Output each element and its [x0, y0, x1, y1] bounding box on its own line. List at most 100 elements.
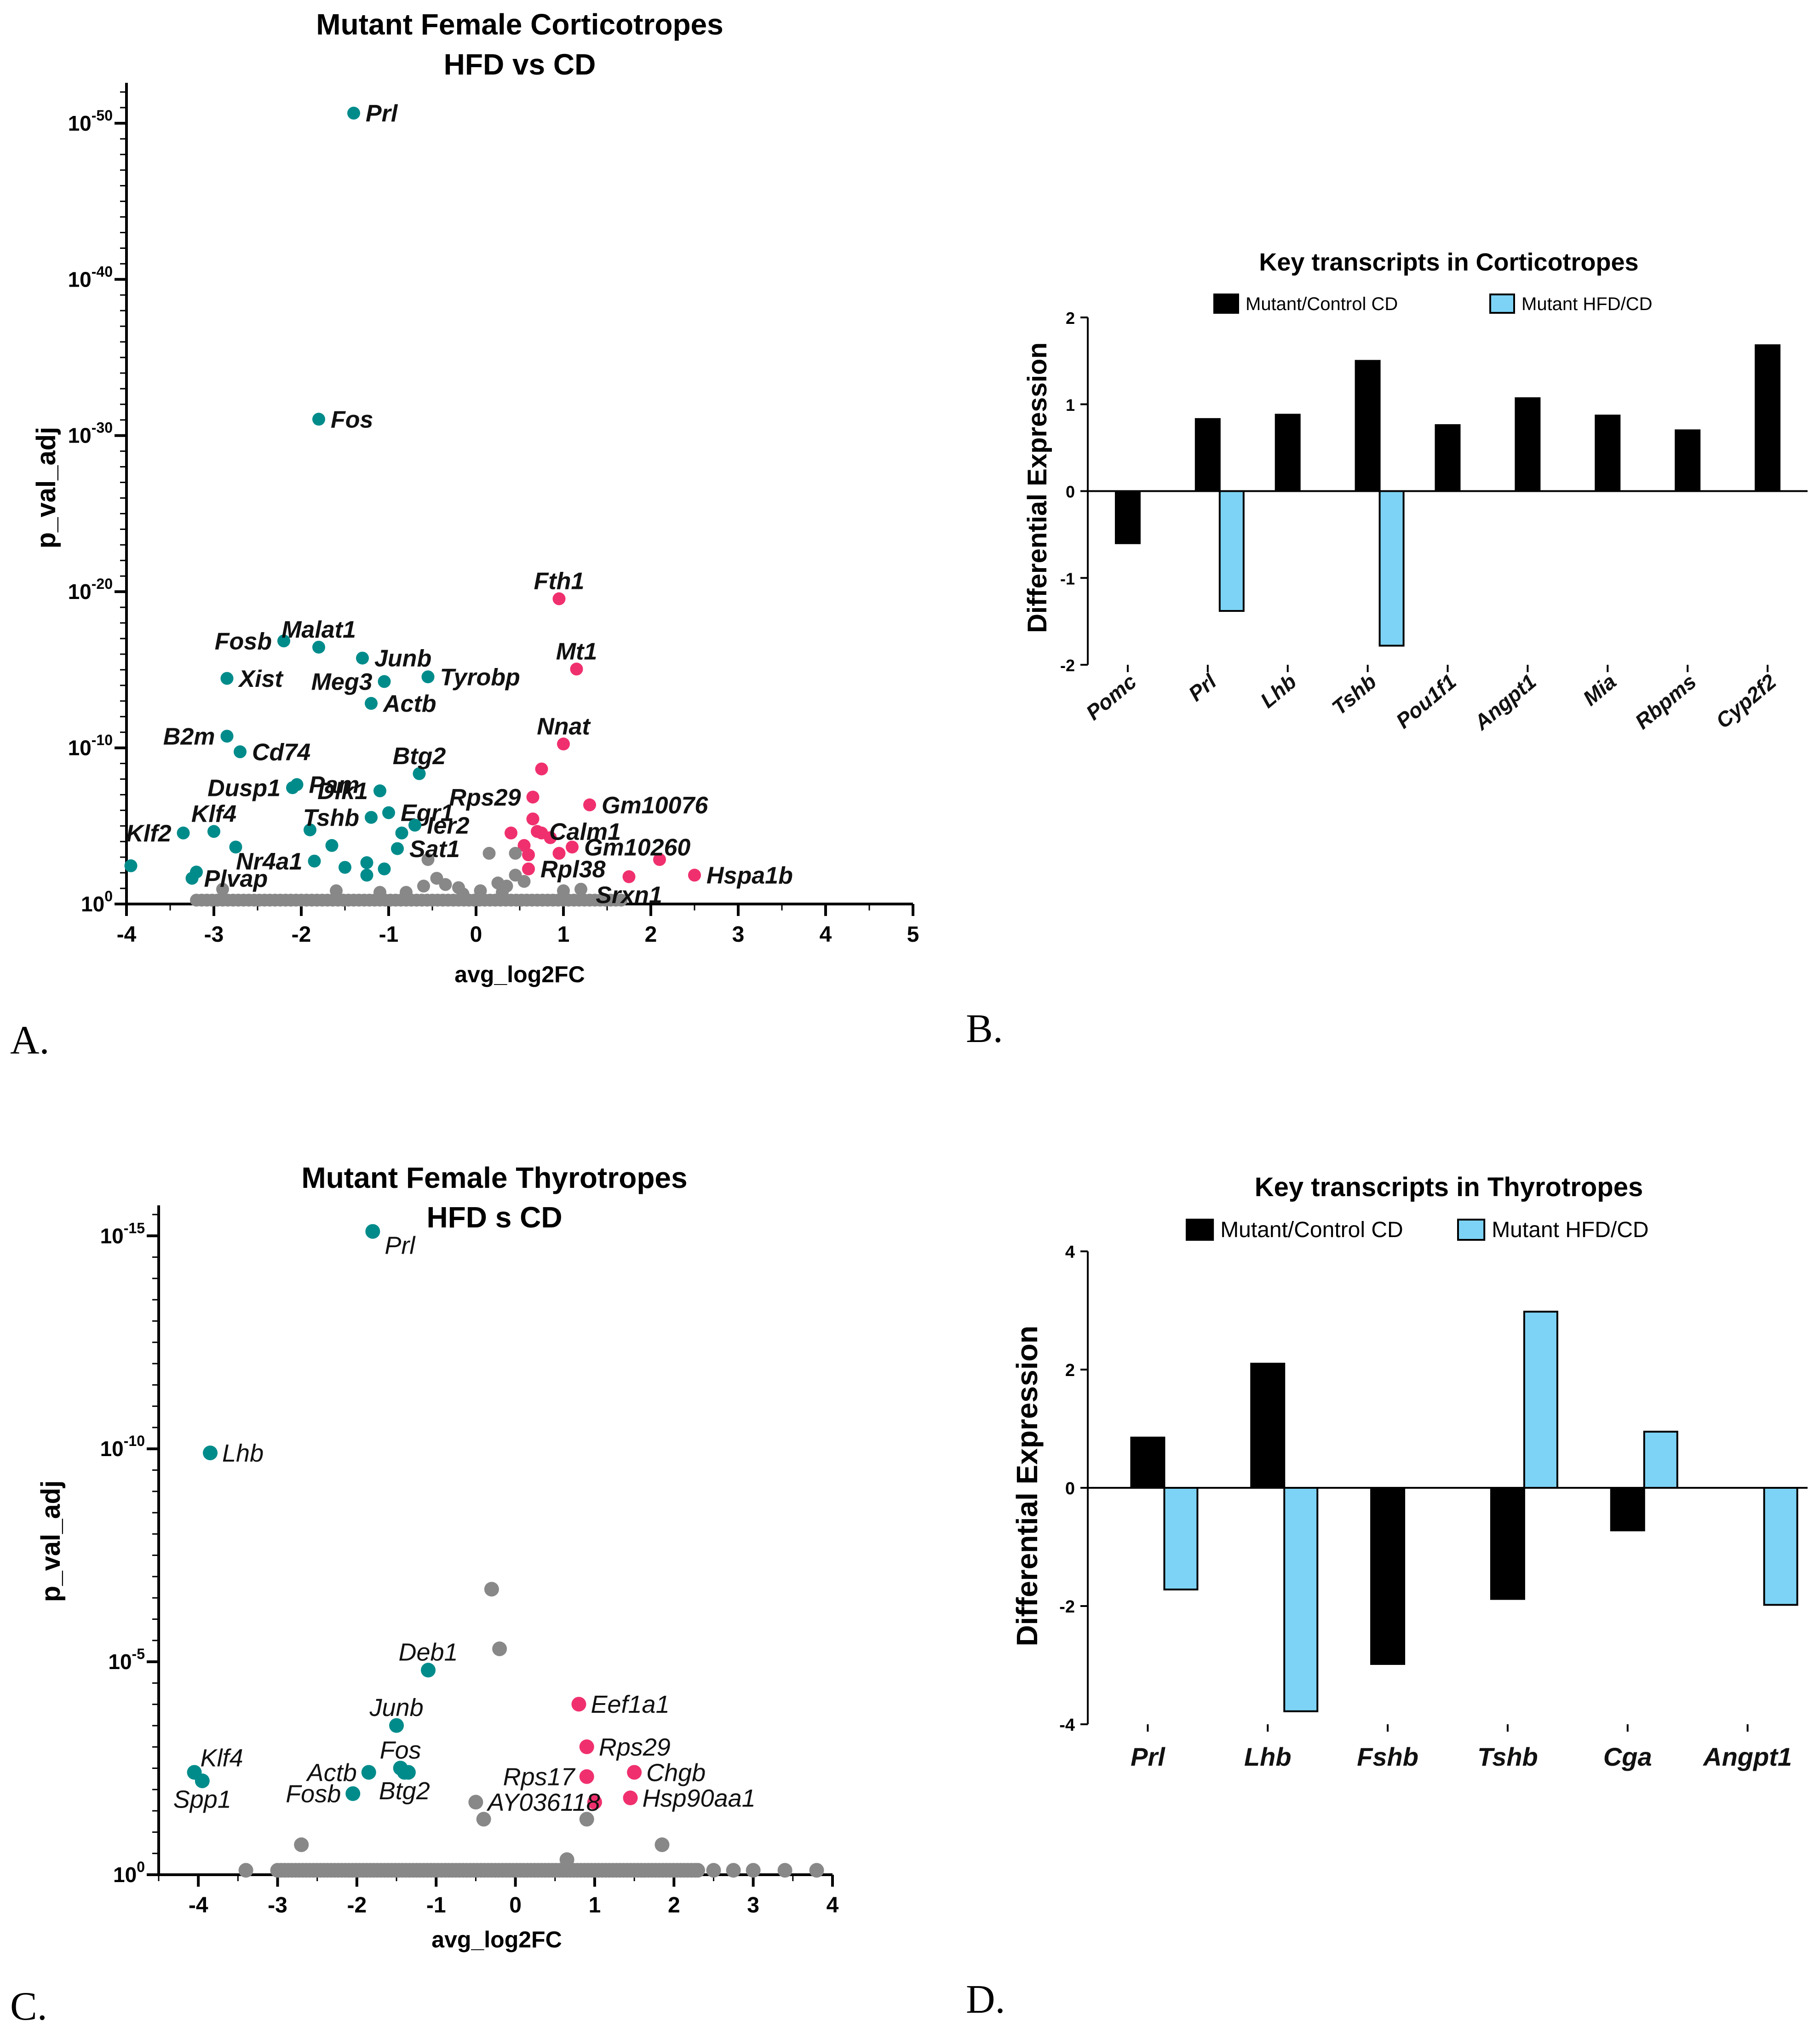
panel-b-bar-tshb-hfd: [1378, 490, 1405, 647]
panel-a-gene-label: Xist: [238, 666, 284, 692]
panel-a-point-srxn1: [622, 870, 636, 883]
panel-a-point: [378, 862, 391, 875]
panel-c-point: [706, 1863, 721, 1878]
panel-a-gene-label: Prl: [366, 100, 398, 127]
panel-a-point: [360, 869, 373, 882]
panel-d-bar-lhb-control: [1250, 1363, 1286, 1489]
panel-c-y-tick-label: 100: [113, 1859, 145, 1887]
panel-a-point-nr4a1: [308, 854, 321, 868]
panel-a-y-tick-label: 10-40: [68, 263, 113, 291]
panel-a-point: [526, 812, 540, 826]
panel-d-legend-label: Mutant/Control CD: [1220, 1218, 1403, 1242]
panel-a-point-egr1: [382, 806, 395, 819]
panel-c-point: [746, 1863, 761, 1878]
panel-a-gene-label: Nr4a1: [236, 848, 303, 875]
panel-a-point: [522, 848, 535, 862]
panel-a-point-rpl38: [522, 862, 535, 875]
panel-a-gene-label: B2m: [163, 723, 215, 750]
panel-b-legend-swatch: [1489, 294, 1515, 314]
panel-a-point-gm10076: [583, 798, 596, 812]
panel-b-y-tick-label: 1: [1066, 396, 1075, 415]
panel-a-gene-label: Plvap: [204, 865, 268, 892]
panel-a-gene-label: Klf2: [126, 820, 171, 847]
panel-a-point-meg3: [378, 675, 391, 688]
panel-b-bar-pomc-control: [1114, 490, 1141, 544]
panel-a-x-tick-label: -4: [117, 922, 137, 947]
panel-c-point-lhb: [203, 1445, 218, 1461]
panel-d-bar-angpt1-hfd: [1763, 1487, 1798, 1606]
panel-a-point-tshb: [365, 811, 378, 824]
panel-a-gene-label: Gm10076: [602, 792, 708, 819]
panel-c-point-actb: [361, 1765, 376, 1780]
panel-d-y-tick-label: 2: [1065, 1361, 1075, 1380]
panel-c-point-fosb: [345, 1786, 361, 1801]
panel-d-legend-label: Mutant HFD/CD: [1492, 1218, 1648, 1242]
panel-c-point-btg2: [397, 1765, 412, 1780]
panel-d-category-label: Prl: [1131, 1742, 1165, 1771]
panel-a-point-malat1: [312, 640, 325, 654]
panel-c-y-tick-label: 10-15: [100, 1220, 145, 1248]
panel-c-gene-label: Actb: [306, 1759, 357, 1786]
panel-a-point: [509, 847, 522, 860]
panel-c-point-prl: [365, 1224, 380, 1239]
panel-a-point: [544, 831, 557, 844]
panel-a-point-cd74: [234, 745, 247, 759]
panel-a-gene-label: Rps29: [449, 784, 521, 811]
panel-d-title: Key transcripts in Thyrotropes: [1255, 1172, 1643, 1202]
panel-a-point-fosb: [277, 634, 290, 648]
panel-d-bar-cga-hfd: [1643, 1430, 1678, 1489]
panel-a-point-calm1: [531, 825, 544, 838]
panel-a-point-ier2: [408, 818, 421, 832]
panel-c-gene-label: Spp1: [173, 1785, 231, 1813]
panel-a-y-tick-label: 10-50: [68, 107, 113, 135]
panel-c-point-rps17: [579, 1769, 594, 1784]
panel-a-gene-label: Ier2: [427, 812, 470, 839]
panel-a-point-sat1: [391, 842, 404, 855]
panel-a-point: [417, 880, 430, 893]
panel-c-gene-label: Btg2: [379, 1777, 430, 1805]
panel-a-point: [557, 884, 570, 898]
panel-c-point-hsp90aa1: [623, 1791, 638, 1806]
panel-a-gene-label: Klf4: [191, 800, 236, 827]
panel-a-point-rps29: [526, 790, 540, 804]
panel-c-point: [294, 1837, 309, 1852]
panel-a-subtitle: HFD vs CD: [444, 48, 596, 81]
panel-c-x-tick-label: 4: [827, 1893, 839, 1918]
panel-a-point-actb: [365, 697, 378, 710]
panel-c-point: [484, 1582, 499, 1597]
panel-a-point: [360, 856, 373, 870]
panel-a-point-gm10260: [566, 841, 579, 854]
panel-a-point-hspa1b: [688, 869, 701, 882]
panel-c-point: [690, 1863, 705, 1878]
panel-d-letter: D.: [966, 1977, 1005, 2022]
panel-d-y-tick-label: -2: [1059, 1597, 1075, 1617]
panel-a-point-junb: [356, 651, 369, 665]
panel-a-gene-label: Dusp1: [207, 775, 281, 801]
panel-c-point-ay036118: [468, 1795, 483, 1810]
panel-a-x-tick-label: 2: [645, 922, 657, 947]
panel-c-y-tick-label: 10-10: [100, 1433, 145, 1461]
panel-c-y-tick-label: 10-5: [108, 1646, 145, 1674]
panel-c-ylabel: p_val_adj: [36, 1480, 66, 1602]
panel-a-gene-label: Nnat: [537, 713, 591, 740]
panel-b-legend-label: Mutant HFD/CD: [1521, 294, 1653, 314]
panel-b-bar-pou1f1-control: [1435, 424, 1461, 492]
panel-a-x-tick-label: 3: [732, 922, 745, 947]
panel-a-gene-label: Tyrobp: [440, 664, 520, 691]
panel-a-point-mt1: [570, 662, 583, 676]
panel-a-point-fos: [312, 413, 325, 426]
panel-c-subtitle: HFD s CD: [426, 1201, 562, 1234]
panel-a-point: [505, 826, 517, 840]
panel-b-bar-prl-hfd: [1218, 490, 1245, 612]
panel-c-gene-label: Klf4: [201, 1744, 243, 1772]
panel-a-gene-label: Malat1: [281, 616, 356, 643]
panel-a-point-xist: [220, 672, 234, 685]
panel-a-y-tick-label: 10-30: [68, 420, 113, 448]
panel-b-ylabel: Differential Expression: [1022, 342, 1052, 633]
panel-c-point-eef1a1: [571, 1697, 586, 1712]
panel-a-letter: A.: [10, 1018, 50, 1063]
panel-c-point: [559, 1852, 574, 1867]
panel-c-gene-label: Hsp90aa1: [643, 1785, 756, 1812]
panel-a-gene-label: Srxn1: [596, 882, 662, 909]
panel-b-y-tick-label: -2: [1060, 656, 1075, 675]
